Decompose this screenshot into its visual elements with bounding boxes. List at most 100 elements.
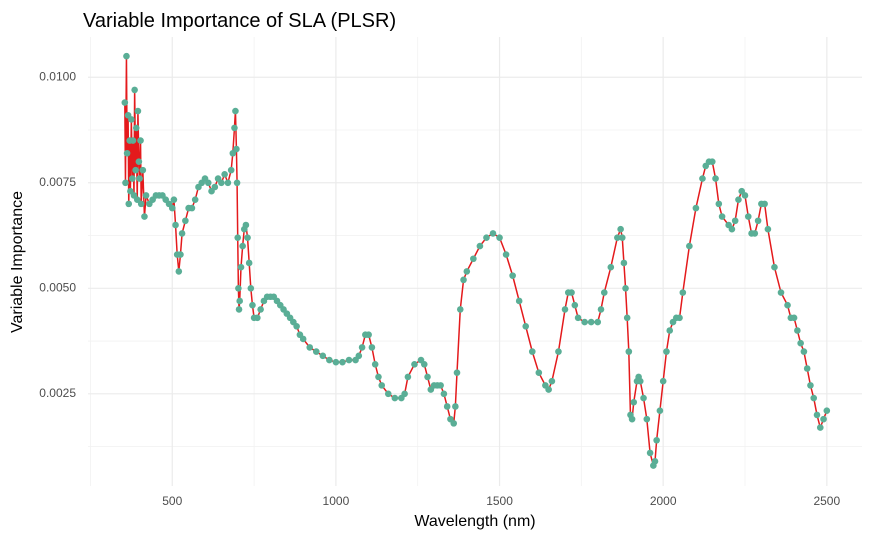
data-point (618, 234, 626, 241)
data-point (233, 145, 240, 153)
data-point (581, 318, 588, 326)
y-tick-label: 0.0100 (39, 69, 76, 83)
data-point (594, 318, 602, 326)
data-point (440, 390, 448, 398)
data-point (643, 415, 651, 423)
data-point (663, 348, 670, 355)
data-point (368, 344, 376, 351)
data-point (137, 137, 144, 144)
data-point (125, 200, 133, 208)
data-point (800, 348, 808, 355)
data-point (355, 352, 363, 360)
data-point (535, 369, 543, 377)
data-point (692, 204, 700, 212)
data-point (134, 107, 142, 115)
data-point (460, 276, 467, 284)
data-point (299, 335, 307, 343)
data-point (168, 204, 176, 212)
data-point (761, 200, 768, 208)
data-point (453, 369, 461, 377)
data-point (741, 192, 749, 199)
data-point (816, 424, 824, 431)
data-point (128, 116, 135, 123)
data-point (326, 356, 333, 364)
data-point (401, 390, 408, 398)
data-point (191, 196, 199, 203)
data-point (452, 403, 459, 410)
data-point (293, 322, 300, 330)
data-point (319, 352, 327, 360)
data-point (232, 107, 239, 115)
data-point (121, 99, 129, 106)
data-point (754, 217, 762, 225)
data-point (175, 268, 183, 275)
data-point (231, 124, 238, 132)
data-point (404, 373, 412, 381)
data-point (656, 407, 664, 415)
data-point (807, 382, 814, 389)
data-point (437, 382, 444, 389)
data-point (489, 230, 497, 237)
data-point (218, 179, 225, 187)
data-point (744, 213, 752, 220)
data-point (141, 213, 148, 220)
data-point (188, 204, 196, 212)
data-point (391, 394, 399, 402)
data-point (810, 394, 818, 402)
data-point (777, 289, 785, 296)
data-point (597, 306, 605, 313)
data-point (820, 415, 827, 423)
data-point (470, 255, 477, 263)
data-line (124, 56, 828, 469)
data-point (515, 297, 523, 305)
data-point (496, 234, 503, 241)
data-point (797, 339, 804, 347)
data-point (728, 225, 736, 233)
data-point (131, 86, 138, 94)
y-tick-label: 0.0075 (39, 175, 76, 189)
data-point (476, 242, 484, 250)
data-point (375, 373, 382, 381)
data-point (235, 306, 243, 313)
data-point (794, 327, 801, 334)
data-point (640, 394, 647, 402)
data-point (132, 166, 139, 174)
data-point (600, 289, 608, 296)
data-point (257, 306, 264, 313)
data-point (235, 285, 242, 292)
data-point (555, 348, 562, 355)
data-point (628, 415, 636, 423)
data-point (784, 301, 791, 309)
data-point (245, 259, 253, 267)
data-point (142, 192, 150, 199)
data-point (236, 297, 243, 305)
y-axis-title: Variable Importance (9, 191, 26, 333)
data-point (384, 390, 392, 398)
data-point (129, 175, 136, 182)
data-point (182, 217, 189, 225)
data-point (548, 377, 556, 385)
data-point (751, 230, 759, 237)
data-point (306, 344, 314, 351)
data-point (712, 175, 719, 182)
data-point (378, 382, 386, 389)
data-point (659, 377, 667, 385)
data-point (574, 314, 582, 322)
data-point (545, 386, 552, 393)
data-point (708, 158, 716, 165)
data-point (247, 285, 255, 292)
data-point (630, 398, 638, 406)
data-point (411, 360, 418, 368)
data-point (731, 217, 739, 225)
data-point (172, 221, 179, 229)
x-tick-label: 500 (162, 494, 182, 508)
data-point (617, 225, 624, 233)
data-point (676, 314, 683, 322)
data-point (239, 242, 246, 250)
data-point (122, 179, 129, 187)
data-point (522, 322, 530, 330)
x-tick-label: 2500 (813, 494, 840, 508)
data-point (227, 166, 235, 174)
data-point (803, 365, 811, 372)
